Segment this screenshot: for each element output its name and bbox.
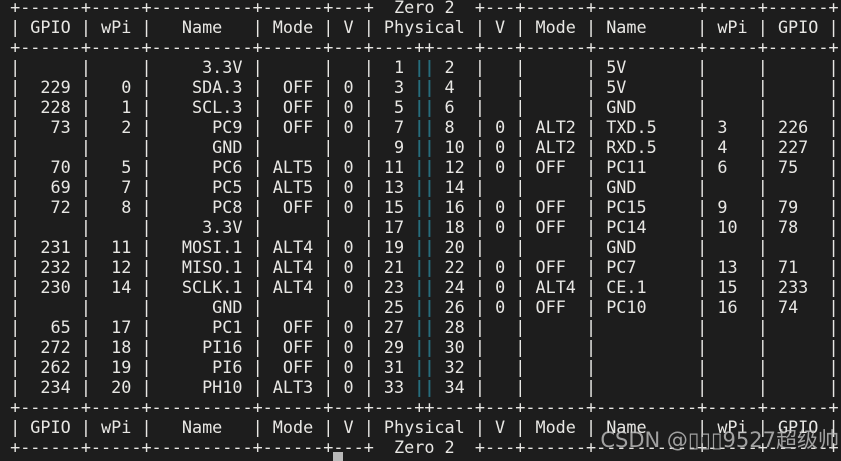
terminal-line: | | | 3.3V | | | 1 || 2 | | | 5V | | | [0, 57, 839, 77]
terminal-line: | 262 | 19 | PI6 | OFF | 0 | 31 || 32 | … [0, 357, 839, 377]
terminal-line: | | | 3.3V | | | 17 || 18 | 0 | OFF | PC… [0, 217, 839, 237]
terminal-line: +------+-----+----------+------+---+ Zer… [0, 0, 839, 17]
terminal-line: | 272 | 18 | PI16 | OFF | 0 | 29 || 30 |… [0, 337, 839, 357]
terminal-line: | 230 | 14 | SCLK.1 | ALT4 | 0 | 23 || 2… [0, 277, 839, 297]
terminal-line: | 69 | 7 | PC5 | ALT5 | 0 | 13 || 14 | |… [0, 177, 839, 197]
terminal-line: | 70 | 5 | PC6 | ALT5 | 0 | 11 || 12 | 0… [0, 157, 839, 177]
terminal-line: | 72 | 8 | PC8 | OFF | 0 | 15 || 16 | 0 … [0, 197, 839, 217]
terminal-cursor [333, 452, 343, 461]
terminal-line: | 229 | 0 | SDA.3 | OFF | 0 | 3 || 4 | |… [0, 77, 839, 97]
terminal-line: | 228 | 1 | SCL.3 | OFF | 0 | 5 || 6 | |… [0, 97, 839, 117]
terminal-line: +------+-----+----------+------+---+ Zer… [0, 437, 839, 457]
terminal-line: | GPIO | wPi | Name | Mode | V | Physica… [0, 17, 839, 37]
terminal-line: | | | GND | | | 9 || 10 | 0 | ALT2 | RXD… [0, 137, 839, 157]
terminal-line: | | | GND | | | 25 || 26 | 0 | OFF | PC1… [0, 297, 839, 317]
terminal-line: | 231 | 11 | MOSI.1 | ALT4 | 0 | 19 || 2… [0, 237, 839, 257]
terminal-line: +------+-----+----------+------+---+----… [0, 397, 839, 417]
terminal-line: | GPIO | wPi | Name | Mode | V | Physica… [0, 417, 839, 437]
terminal-line: +------+-----+----------+------+---+----… [0, 37, 839, 57]
terminal-line: | 232 | 12 | MISO.1 | ALT4 | 0 | 21 || 2… [0, 257, 839, 277]
terminal-line: | 73 | 2 | PC9 | OFF | 0 | 7 || 8 | 0 | … [0, 117, 839, 137]
terminal-line: | 65 | 17 | PC1 | OFF | 0 | 27 || 28 | |… [0, 317, 839, 337]
terminal-line: | 234 | 20 | PH10 | ALT3 | 0 | 33 || 34 … [0, 377, 839, 397]
